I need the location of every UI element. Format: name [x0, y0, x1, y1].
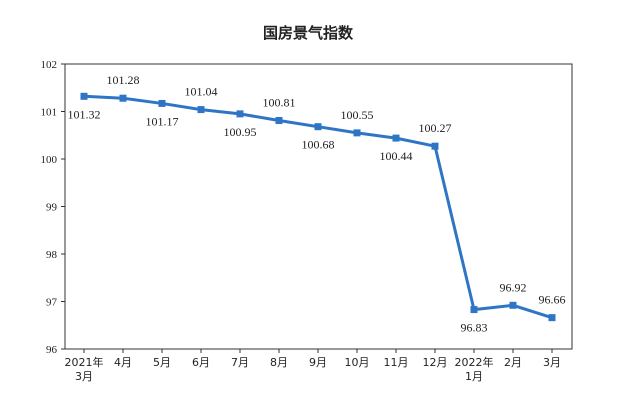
data-point-marker [158, 99, 166, 107]
x-tick-label: 8月 [270, 356, 288, 369]
y-tick-label: 96 [46, 344, 58, 356]
data-label: 96.92 [500, 280, 527, 294]
data-point-marker [80, 92, 88, 100]
x-tick-label: 5月 [153, 356, 171, 369]
data-label: 100.68 [302, 138, 335, 152]
y-tick-label: 102 [41, 59, 58, 71]
data-label: 100.27 [419, 121, 452, 135]
data-point-marker [431, 142, 439, 150]
data-point-marker [236, 110, 244, 118]
x-tick-label: 11月 [384, 356, 409, 369]
x-tick-label: 2月 [504, 356, 522, 369]
data-label: 101.17 [146, 114, 179, 128]
y-tick-label: 98 [46, 249, 58, 261]
data-label: 100.95 [224, 125, 257, 139]
x-tick-label: 7月 [231, 356, 249, 369]
data-point-marker [197, 106, 205, 114]
data-point-marker [275, 117, 283, 125]
y-tick-label: 99 [46, 202, 58, 214]
x-tick-label: 2021年 3月 [65, 355, 104, 383]
series-line [80, 92, 556, 322]
data-label: 101.04 [185, 85, 218, 99]
data-label: 96.66 [539, 293, 566, 307]
data-point-marker [353, 129, 361, 137]
chart-title: 国房景气指数 [263, 24, 354, 42]
x-tick-label: 10月 [345, 356, 370, 369]
data-point-marker [509, 301, 517, 309]
y-tick-label: 101 [41, 107, 58, 119]
x-axis: 2021年 3月 4月 5月 6月 7月 8月 9月 10月 11月 12月 2022年 1月 2月 3月 [65, 349, 561, 383]
x-tick-label: 2022年 1月 [455, 355, 494, 383]
y-tick-label: 97 [46, 297, 58, 309]
data-point-marker [119, 94, 127, 102]
data-label: 100.81 [263, 96, 296, 110]
x-tick-label: 12月 [423, 356, 448, 369]
x-tick-label: 9月 [309, 356, 327, 369]
data-point-marker [314, 123, 322, 131]
data-label: 100.55 [341, 108, 374, 122]
y-tick-label: 100 [41, 154, 58, 166]
data-label: 96.83 [461, 321, 488, 335]
y-axis: 96 97 98 99 100 101 102 [41, 59, 65, 356]
data-point-marker [470, 306, 478, 314]
data-label: 101.28 [107, 73, 140, 87]
x-tick-label: 4月 [114, 356, 132, 369]
data-label: 100.44 [380, 149, 413, 163]
x-tick-label: 6月 [192, 356, 210, 369]
data-point-marker [392, 134, 400, 142]
data-point-marker [548, 314, 556, 322]
data-label: 101.32 [68, 107, 101, 121]
data-labels: 101.32 101.28 101.17 101.04 100.95 100.81 100.… [68, 73, 566, 334]
x-tick-label: 3月 [543, 356, 561, 369]
